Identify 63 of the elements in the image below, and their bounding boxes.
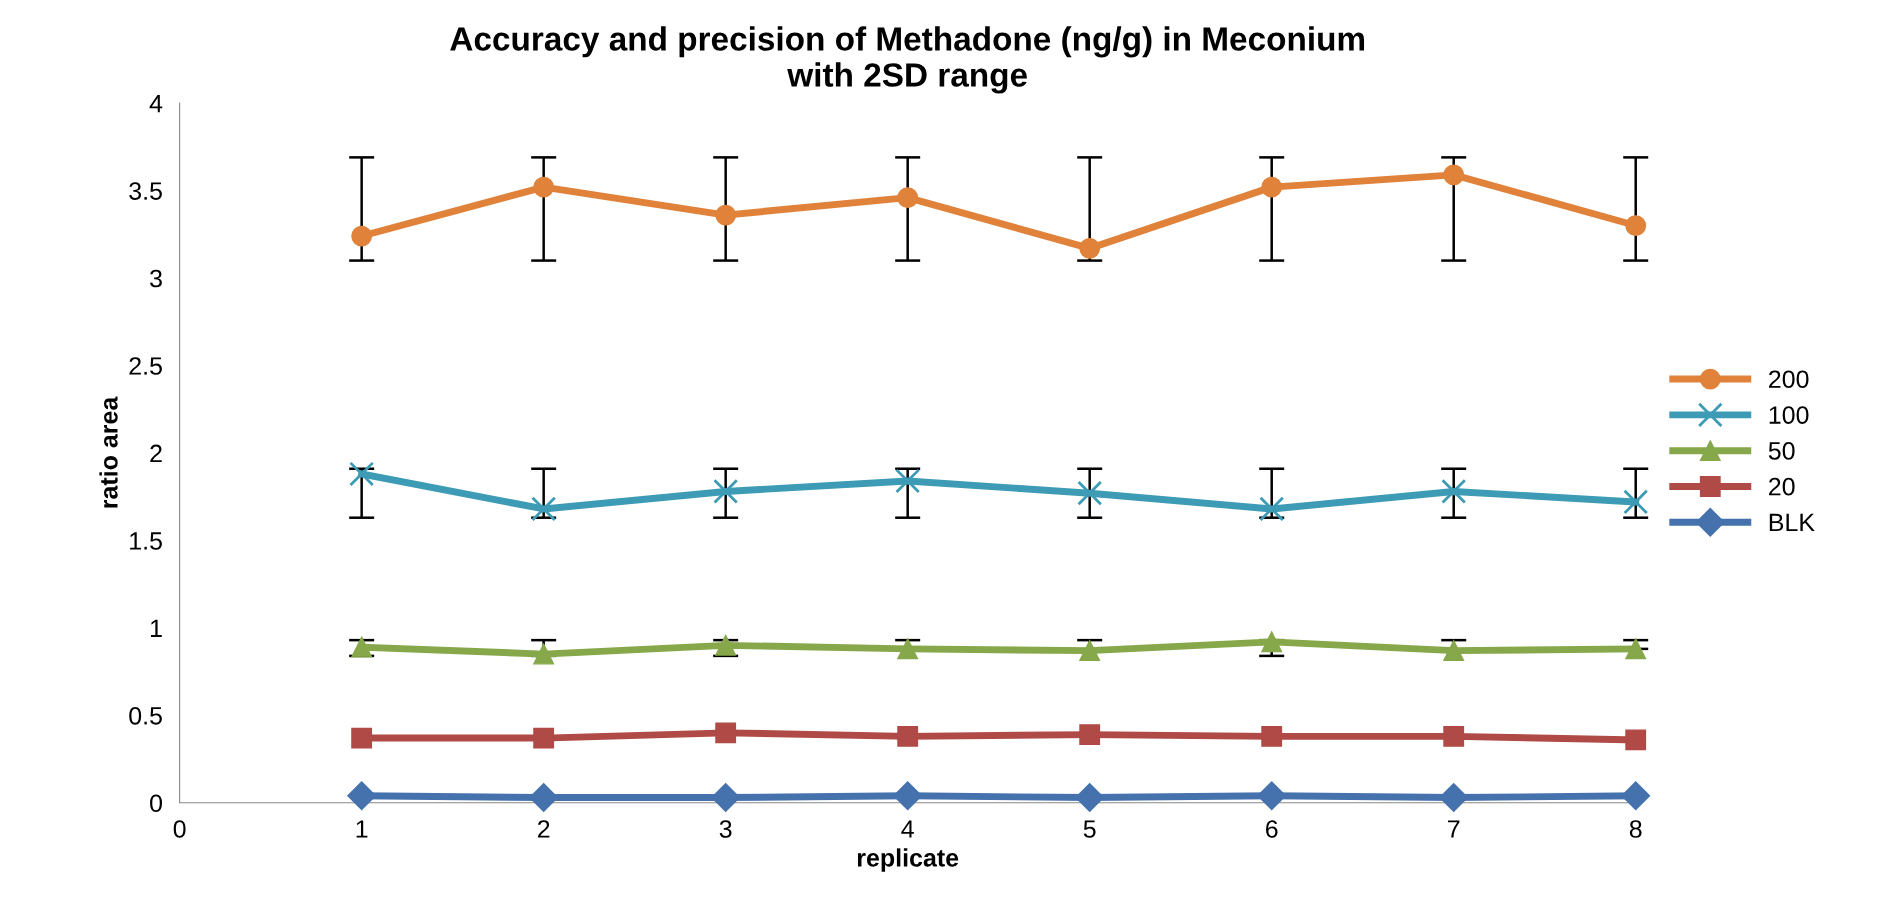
x-tick-label: 1 [356, 820, 368, 838]
point [1621, 781, 1651, 811]
point [1261, 176, 1283, 198]
y-tick-label: 3 [150, 269, 162, 288]
point [897, 187, 919, 209]
y-tick-label: 2 [150, 444, 162, 463]
legend-label: 200 [1769, 370, 1809, 389]
legend-label: 20 [1769, 477, 1795, 496]
point [1623, 489, 1649, 515]
x-tick-label: 7 [1448, 820, 1460, 838]
point [533, 176, 555, 198]
point [1259, 496, 1285, 522]
point [1077, 480, 1103, 506]
point [1079, 724, 1101, 746]
legend-label: 100 [1769, 406, 1809, 424]
point [1443, 640, 1465, 662]
point [895, 468, 921, 494]
point [531, 496, 557, 522]
point [1443, 725, 1465, 747]
point [351, 727, 373, 749]
point [897, 725, 919, 747]
y-tick-label: 2.5 [129, 357, 162, 375]
point [893, 781, 923, 811]
x-tick-label: 3 [719, 820, 732, 838]
chart-title: Accuracy and precision of Methadone (ng/g) in Meconium with 2SD range [450, 26, 1365, 94]
y-axis-title: ratio area [99, 396, 118, 508]
point [1261, 725, 1283, 747]
x-tick-label: 5 [1083, 820, 1096, 838]
point [1079, 237, 1101, 259]
point [1625, 729, 1647, 751]
point [533, 727, 555, 749]
y-tick-label: 4 [149, 95, 163, 113]
x-axis-title: replicate [857, 848, 959, 872]
legend-label: BLK [1769, 513, 1815, 532]
x-tick-label: 8 [1629, 820, 1642, 838]
y-tick-label: 1.5 [130, 532, 162, 550]
y-tick-label: 0.5 [129, 706, 162, 725]
point [1441, 478, 1467, 504]
y-tick-label: 0 [150, 794, 162, 813]
point [711, 783, 741, 813]
point [1443, 164, 1465, 186]
y-tick-label: 3.5 [129, 182, 162, 200]
x-tick-label: 2 [537, 820, 550, 838]
point [533, 643, 555, 665]
point [349, 461, 375, 487]
point [1257, 781, 1287, 811]
x-tick-label: 6 [1266, 820, 1278, 838]
point [1261, 631, 1283, 653]
x-tick-label: 0 [173, 820, 186, 838]
legend-label: 50 [1768, 441, 1795, 460]
point [715, 204, 737, 226]
point [1625, 215, 1647, 237]
point [715, 722, 737, 744]
point [1075, 783, 1105, 813]
point [351, 225, 373, 247]
point [1079, 640, 1101, 662]
point [1439, 783, 1469, 813]
point [1625, 638, 1647, 660]
point [713, 478, 739, 504]
x-tick-label: 4 [901, 820, 914, 838]
point [897, 638, 919, 660]
y-tick-label: 1 [150, 619, 162, 637]
point [347, 781, 377, 811]
